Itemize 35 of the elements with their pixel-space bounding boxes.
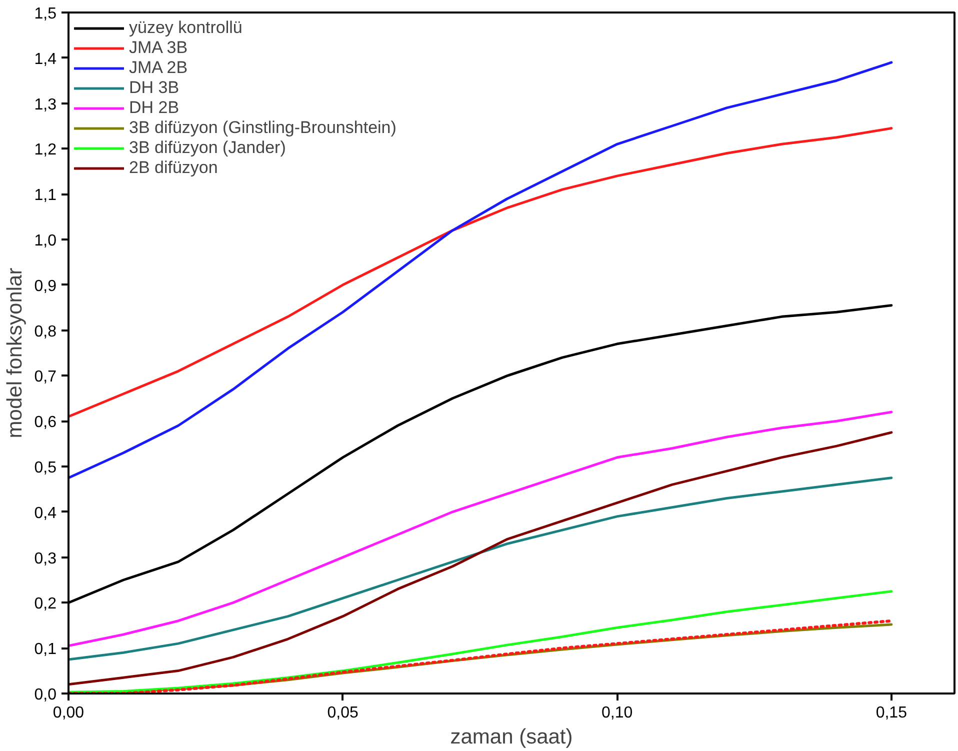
y-tick-label: 1,5 [34,6,57,22]
line-series [68,431,893,686]
legend-label: DH 2B [129,98,180,118]
y-tick-label: 0,2 [34,596,57,613]
x-axis-title: zaman (saat) [450,726,573,748]
y-tick-label: 0,5 [34,460,57,476]
y-tick-label: 0,6 [34,414,57,432]
y-tick-label: 1,3 [34,96,57,114]
legend-label: JMA 2B [129,58,188,78]
y-tick-label: 1,1 [34,187,57,204]
legend-label: JMA 3B [129,38,188,58]
x-tick-label: 0,05 [327,704,358,722]
x-tick-label: 0,00 [52,704,84,722]
line-series [68,590,893,694]
line-series [68,476,893,661]
legend-label: DH 3B [129,78,180,98]
y-tick-label: 0,8 [34,323,57,340]
y-tick-label: 1,4 [34,50,57,68]
y-tick-label: 1,2 [34,142,57,159]
y-tick-label: 0,3 [34,550,57,568]
legend-label: yüzey kontrollü [129,18,242,38]
legend-label: 3B difüzyon (Jander) [129,138,286,158]
y-axis-title: model fonksyonlar [3,268,26,438]
line-series [68,410,893,648]
y-tick-label: 0,7 [34,368,57,386]
y-tick-label: 0,1 [34,641,57,658]
line-series [68,61,893,480]
legend-label: 2B difüzyon [129,158,218,178]
x-tick-label: 0,10 [602,704,633,722]
y-tick-label: 0,9 [34,278,57,295]
legend-label: 3B difüzyon (Ginstling-Brounshtein) [129,118,396,138]
y-tick-label: 1,0 [34,232,57,250]
y-tick-label: 0,4 [34,504,57,522]
x-tick-label: 0,15 [876,704,908,722]
y-tick-label: 0,0 [34,686,57,704]
